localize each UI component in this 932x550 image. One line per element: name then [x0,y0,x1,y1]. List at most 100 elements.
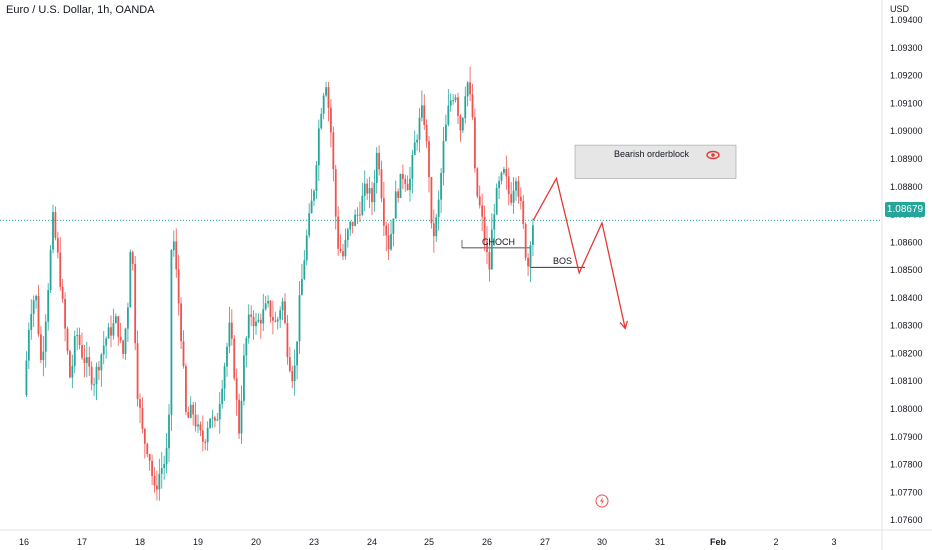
price-tick-label: 1.08500 [890,265,923,275]
candle-body [170,250,173,415]
flash-icon[interactable] [595,494,609,508]
candle-body [447,105,450,125]
candle-body [420,105,423,118]
candle-body [392,218,395,234]
candle-body [262,309,265,324]
candle-body [85,357,88,364]
price-tick-label: 1.07600 [890,515,923,525]
price-tick-label: 1.09100 [890,98,923,108]
candle-body [315,165,318,192]
candle-body [387,235,390,250]
candle-body [25,360,28,396]
candle-body [305,235,308,261]
candle-body [486,241,488,253]
candle-body [342,251,344,257]
candle-body [409,178,411,191]
candle-body [180,303,182,342]
candle-body [354,214,356,226]
candle-body [339,248,342,252]
candle-body [413,142,416,155]
price-tick-label: 1.08800 [890,182,923,192]
candle-body [52,212,54,250]
candle-body [430,177,433,224]
candle-body [158,473,161,490]
candle-body [327,87,330,108]
candle-body [105,338,108,346]
candle-body [371,188,373,203]
time-tick-label: 16 [19,537,29,547]
candle-body [32,300,35,314]
candle-body [218,404,221,420]
candle-body [481,205,484,217]
time-tick-label: 27 [540,537,550,547]
candle-body [81,345,83,358]
candle-body [461,118,464,131]
price-axis-currency: USD [890,4,910,14]
candle-body [172,241,175,251]
candle-body [363,183,366,196]
candle-body [394,191,397,219]
candle-body [495,187,498,215]
candle-body [346,229,349,240]
candle-body [226,346,228,367]
candle-body [351,221,354,226]
price-tick-label: 1.07900 [890,432,923,442]
candle-body [272,316,274,321]
candle-body [286,322,289,358]
candle-body [250,314,253,317]
candle-body [223,366,226,389]
candle-body [397,191,400,198]
candle-body [308,213,311,236]
time-tick-label: 30 [597,537,607,547]
candle-body [124,328,127,355]
candle-body [153,475,156,486]
time-tick-label: Feb [710,537,727,547]
candle-body [199,424,202,431]
candle-body [230,322,233,339]
candle-body [457,97,459,116]
candle-body [488,252,491,270]
candle-body [165,448,168,465]
candle-body [73,336,76,367]
candle-body [27,329,30,361]
candle-body [519,196,522,201]
candle-body [325,87,327,96]
candle-body [478,196,481,206]
candle-body [182,341,185,367]
candle-body [238,399,240,434]
candle-body [247,314,250,339]
candle-body [69,350,71,378]
candle-body [264,303,267,310]
candle-body [344,239,347,257]
candle-body [148,454,151,461]
eye-icon[interactable] [706,150,720,160]
candle-body [189,404,192,418]
candle-body [117,316,120,337]
candle-body [471,94,474,118]
candle-body [483,216,486,242]
candle-body [529,245,532,267]
orderblock-label: Bearish orderblock [614,149,690,159]
candle-body [522,200,525,225]
candle-body [102,345,105,355]
time-tick-label: 26 [482,537,492,547]
candle-body [527,257,529,267]
candle-body [42,351,45,361]
candle-body [385,225,388,236]
price-tick-label: 1.09200 [890,71,923,81]
candle-body [493,214,496,230]
candle-body [204,441,207,443]
candle-body [356,214,359,216]
orderblock-box [574,144,737,179]
candle-body [517,181,520,197]
current-price-tag: 1.08679 [885,202,925,217]
candle-body [201,430,204,442]
candle-body [498,180,500,188]
time-tick-label: 18 [135,537,145,547]
candle-body [435,217,438,237]
candle-body [359,214,361,216]
candle-body [466,82,469,97]
candle-body [252,316,255,327]
candle-body [257,319,260,322]
